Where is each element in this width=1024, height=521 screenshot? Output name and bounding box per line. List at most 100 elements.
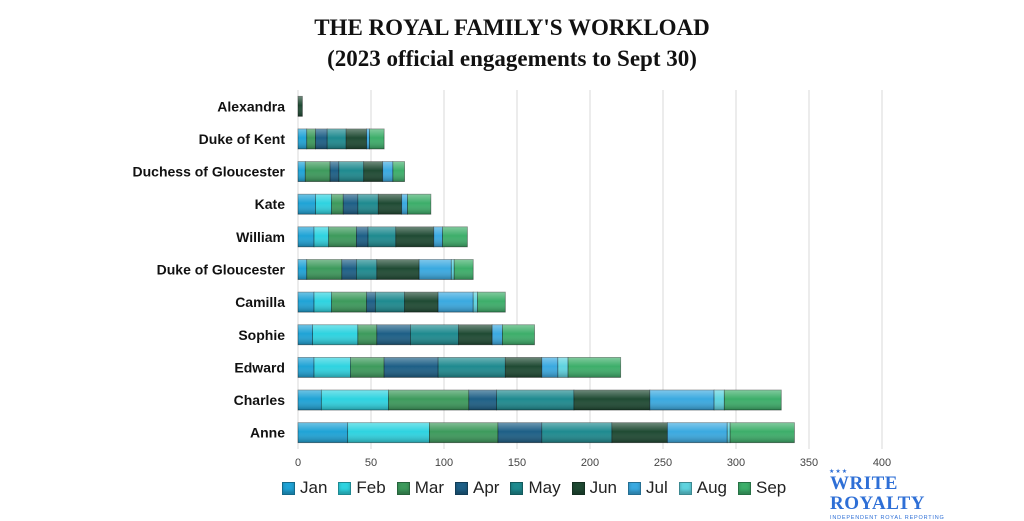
- bar-segment-shade: [611, 422, 668, 443]
- bar-segment-shade: [442, 226, 468, 247]
- bar-segment: [363, 161, 384, 182]
- bar-segment-shade: [356, 259, 377, 280]
- legend-label: Jan: [300, 478, 328, 497]
- legend-item: Jul: [628, 478, 668, 498]
- bar-segment: [315, 128, 328, 150]
- bar-segment: [355, 226, 369, 248]
- bar-segment: [297, 324, 314, 346]
- bar-segment: [313, 226, 330, 248]
- legend-label: May: [528, 478, 561, 497]
- bar-segment-shade: [375, 292, 405, 313]
- brand-tagline: INDEPENDENT ROYAL REPORTING: [830, 515, 945, 521]
- bar-segment-shade: [338, 161, 364, 182]
- bar-segment: [355, 259, 378, 280]
- bar-segment: [501, 324, 535, 346]
- bar-segment-shade: [667, 422, 728, 443]
- bar-segment-shade: [363, 161, 383, 182]
- bar-segment: [331, 291, 368, 313]
- bar-segment-shade: [568, 357, 621, 378]
- bar-segment: [306, 128, 316, 150]
- chart-title-line2: (2023 official engagements to Sept 30): [327, 46, 697, 71]
- bar-segment-shade: [498, 422, 542, 443]
- bar-segment-shade: [368, 226, 396, 247]
- bar-segment: [347, 422, 430, 444]
- bar-segment-shade: [541, 357, 558, 378]
- bar-segment-shade: [298, 292, 315, 313]
- bar-segment: [342, 193, 359, 215]
- bar-segment-shade: [714, 390, 725, 411]
- brand-logo: ★★★ WRITE ROYALTY INDEPENDENT ROYAL REPO…: [829, 469, 990, 521]
- bar-segment: [407, 193, 432, 215]
- bar-segment: [437, 357, 506, 378]
- bar-segment-shade: [341, 259, 357, 280]
- category-labels: Alexandra Duke of Kent Duchess of Gloucest…: [133, 98, 286, 440]
- bar-segment: [491, 324, 503, 346]
- legend-item: May: [510, 478, 561, 498]
- bar-segment: [367, 226, 397, 248]
- legend-item: Jan: [282, 478, 327, 498]
- bar-segment: [345, 128, 368, 150]
- bar-segment-shade: [724, 390, 782, 411]
- bar-segment: [369, 128, 385, 150]
- bar-segment-shade: [314, 292, 332, 313]
- bar-segment: [557, 357, 569, 378]
- bar-segment-shade: [404, 292, 439, 313]
- x-tick-label: 50: [365, 457, 377, 469]
- bar-segment-shade: [401, 194, 408, 215]
- bar-segment-shade: [327, 128, 347, 149]
- bar-segment-shade: [369, 128, 385, 149]
- legend-label: Aug: [696, 478, 727, 497]
- bar-segment-shade: [298, 128, 307, 149]
- bar-segment-shade: [727, 422, 731, 443]
- bar-segment-shade: [395, 226, 434, 247]
- bar-segment: [567, 357, 622, 378]
- bar-segment: [306, 259, 343, 280]
- bar-segment: [723, 389, 782, 411]
- bar-segment-shade: [306, 128, 316, 149]
- bar-segment-shade: [502, 324, 535, 345]
- bar-segment: [357, 193, 379, 215]
- legend-item: Jun: [571, 478, 617, 498]
- bar-segment-shade: [298, 324, 313, 345]
- bar-segment-shade: [356, 226, 369, 247]
- bar-segment-shade: [331, 292, 367, 313]
- bar-segment-shade: [410, 324, 459, 345]
- x-tick-label: 0: [295, 457, 301, 469]
- bar-segment: [392, 161, 405, 182]
- bar-segment: [320, 389, 389, 411]
- bar-segment: [477, 291, 506, 313]
- bar-segment-shade: [492, 324, 503, 345]
- bar-segment-shade: [407, 194, 431, 215]
- bar-segment-shade: [496, 390, 574, 411]
- bar-segment: [297, 226, 315, 248]
- bar-segment: [297, 422, 349, 444]
- legend-item: Feb: [338, 478, 386, 498]
- brand-name: WRITE ROYALTY: [830, 473, 926, 514]
- bar-segment: [458, 324, 493, 346]
- bar-segment-shade: [730, 422, 795, 443]
- bar-segment-shade: [298, 96, 303, 117]
- bar-segment: [374, 291, 405, 313]
- bar-segment-shade: [468, 390, 497, 411]
- bar-segment-shade: [346, 128, 367, 149]
- stacked-bar-chart: Alexandra Duke of Kent Duchess of Gloucest…: [133, 90, 891, 469]
- bar-segment: [329, 161, 340, 182]
- bar-segment-shade: [438, 357, 506, 378]
- bar-segment-shade: [366, 292, 376, 313]
- bar-segment-shade: [331, 194, 344, 215]
- legend-label: Mar: [414, 478, 444, 497]
- bar-segment-shade: [350, 357, 385, 378]
- bar-segment-shade: [382, 161, 393, 182]
- bar-segment: [297, 389, 322, 411]
- bar-segment-shade: [298, 357, 315, 378]
- bar-segment-shade: [388, 390, 469, 411]
- bar-segment: [313, 291, 332, 313]
- bar-segment-shade: [378, 194, 402, 215]
- x-tick-label: 400: [873, 457, 891, 469]
- bar-segment: [504, 357, 543, 378]
- bar-segment: [541, 422, 613, 444]
- bar-segment-shade: [384, 357, 439, 378]
- bar-segment: [450, 259, 455, 280]
- bar-segment: [404, 291, 439, 313]
- bar-segment-shade: [649, 390, 715, 411]
